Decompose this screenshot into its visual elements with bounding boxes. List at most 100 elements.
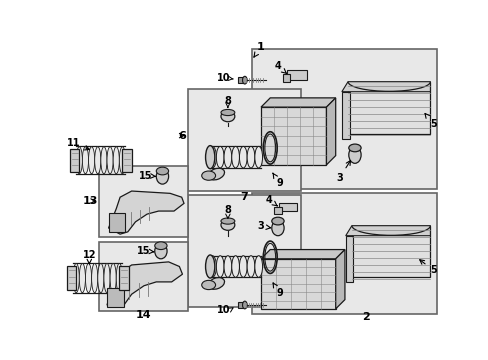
Bar <box>282 74 290 82</box>
Bar <box>279 203 297 211</box>
Text: 6: 6 <box>178 131 185 141</box>
Ellipse shape <box>88 147 95 174</box>
Polygon shape <box>326 98 335 165</box>
Ellipse shape <box>239 147 246 168</box>
Bar <box>238 77 244 83</box>
Ellipse shape <box>116 264 122 293</box>
Ellipse shape <box>110 264 116 293</box>
Ellipse shape <box>154 243 167 259</box>
Text: 15: 15 <box>137 246 154 256</box>
Ellipse shape <box>242 76 246 84</box>
Text: 14: 14 <box>135 310 151 320</box>
Text: 2: 2 <box>362 312 369 322</box>
Bar <box>70 149 79 172</box>
Bar <box>238 302 244 308</box>
Bar <box>187 89 301 191</box>
Text: 4: 4 <box>274 61 286 73</box>
Bar <box>274 207 281 214</box>
Ellipse shape <box>242 301 246 309</box>
Ellipse shape <box>107 147 113 174</box>
Bar <box>107 288 123 306</box>
Bar <box>122 149 131 172</box>
Ellipse shape <box>156 169 168 184</box>
Text: 8: 8 <box>224 205 231 215</box>
Ellipse shape <box>79 264 85 293</box>
Polygon shape <box>261 249 344 259</box>
Ellipse shape <box>208 147 216 168</box>
Ellipse shape <box>205 145 214 169</box>
Text: 9: 9 <box>272 173 282 188</box>
Bar <box>351 226 429 276</box>
Ellipse shape <box>113 147 119 174</box>
Ellipse shape <box>208 278 224 289</box>
Bar <box>345 236 353 282</box>
Ellipse shape <box>271 220 284 236</box>
Ellipse shape <box>154 242 167 249</box>
Bar <box>99 166 187 237</box>
Ellipse shape <box>156 167 168 175</box>
Ellipse shape <box>254 256 262 277</box>
Ellipse shape <box>231 147 239 168</box>
Ellipse shape <box>205 255 214 278</box>
Ellipse shape <box>246 147 254 168</box>
Ellipse shape <box>224 147 231 168</box>
Ellipse shape <box>104 264 110 293</box>
Text: 13: 13 <box>82 196 98 206</box>
Ellipse shape <box>202 171 215 180</box>
Ellipse shape <box>239 256 246 277</box>
Ellipse shape <box>271 217 284 225</box>
Ellipse shape <box>82 147 88 174</box>
Ellipse shape <box>246 256 254 277</box>
Text: 4: 4 <box>265 194 277 206</box>
Ellipse shape <box>221 111 234 122</box>
Bar <box>99 242 187 311</box>
Ellipse shape <box>208 256 216 277</box>
Ellipse shape <box>98 264 104 293</box>
Text: 5: 5 <box>424 113 436 129</box>
Ellipse shape <box>76 147 82 174</box>
Bar <box>187 195 301 306</box>
Ellipse shape <box>216 147 224 168</box>
Text: 8: 8 <box>224 96 231 106</box>
Text: 10: 10 <box>217 73 230 83</box>
Ellipse shape <box>348 147 360 163</box>
Text: 9: 9 <box>272 283 282 298</box>
Ellipse shape <box>221 218 234 224</box>
Ellipse shape <box>216 256 224 277</box>
Text: 15: 15 <box>139 171 155 181</box>
Bar <box>347 82 429 134</box>
Polygon shape <box>108 191 183 234</box>
Text: 5: 5 <box>419 260 436 275</box>
Ellipse shape <box>101 147 107 174</box>
Text: 11: 11 <box>67 138 89 150</box>
Ellipse shape <box>231 256 239 277</box>
Polygon shape <box>107 262 182 306</box>
Bar <box>261 259 335 309</box>
Ellipse shape <box>254 147 262 168</box>
Ellipse shape <box>91 264 98 293</box>
Polygon shape <box>261 98 335 107</box>
Bar <box>108 213 125 232</box>
Ellipse shape <box>221 220 234 230</box>
Ellipse shape <box>95 147 101 174</box>
Bar <box>251 193 436 314</box>
Polygon shape <box>335 249 344 309</box>
Ellipse shape <box>202 280 215 289</box>
Bar <box>286 70 306 80</box>
Bar <box>67 266 76 291</box>
Text: 10: 10 <box>217 305 230 315</box>
Bar <box>261 107 326 165</box>
Ellipse shape <box>73 264 79 293</box>
Bar <box>251 49 436 189</box>
Bar <box>119 266 128 291</box>
Ellipse shape <box>348 144 360 152</box>
Text: 3: 3 <box>257 221 270 231</box>
Text: 7: 7 <box>240 192 247 202</box>
Ellipse shape <box>224 256 231 277</box>
Text: 3: 3 <box>335 161 350 183</box>
Polygon shape <box>345 226 429 236</box>
Text: 12: 12 <box>82 250 96 264</box>
Ellipse shape <box>221 109 234 116</box>
Polygon shape <box>341 82 429 92</box>
Text: 1: 1 <box>253 42 264 57</box>
